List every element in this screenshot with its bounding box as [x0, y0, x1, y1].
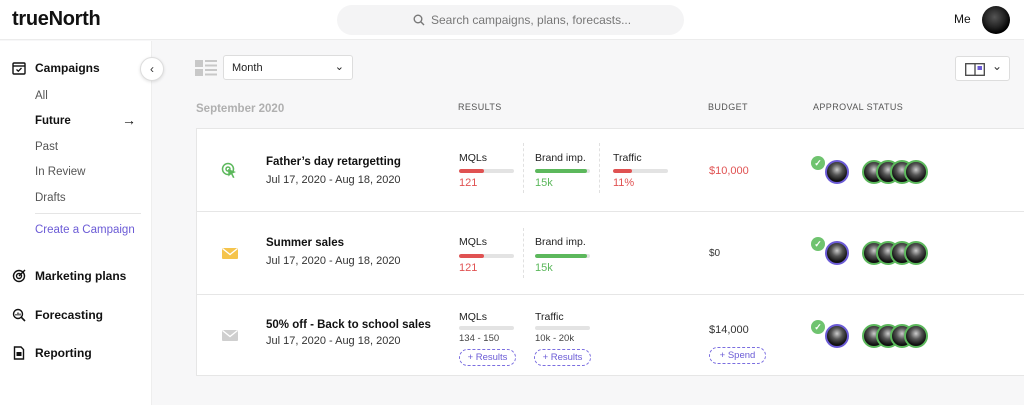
nav-reporting-label: Reporting: [35, 346, 92, 360]
reviewer-avatar[interactable]: [904, 241, 928, 265]
metric-progress-bar: [459, 169, 514, 173]
metric-range: 10k - 20k: [535, 333, 575, 344]
campaign-row[interactable]: 50% off - Back to school sales Jul 17, 2…: [197, 295, 1024, 377]
approver-avatar[interactable]: [825, 160, 849, 184]
campaign-name[interactable]: Summer sales: [266, 237, 344, 249]
calendar-check-icon: [12, 62, 26, 75]
campaign-row[interactable]: Summer sales Jul 17, 2020 - Aug 18, 2020…: [197, 212, 1024, 295]
approver-avatar[interactable]: [825, 324, 849, 348]
budget-value: $10,000: [709, 165, 749, 177]
nav-marketing-plans-label: Marketing plans: [35, 269, 127, 283]
column-view-toggle[interactable]: ⌄: [955, 56, 1010, 81]
campaign-name[interactable]: Father’s day retargetting: [266, 156, 401, 168]
nav-campaigns-label: Campaigns: [35, 61, 100, 75]
metric-progress-bar: [535, 254, 590, 258]
month-heading: September 2020: [196, 103, 285, 115]
search-placeholder: Search campaigns, plans, forecasts...: [431, 13, 632, 27]
budget-value: $14,000: [709, 324, 749, 336]
period-select[interactable]: Month ⌄: [223, 55, 353, 80]
metric-progress-bar: [535, 326, 590, 330]
metric-value: 15k: [535, 177, 553, 189]
reviewer-avatar[interactable]: [904, 160, 928, 184]
nav-reporting[interactable]: Reporting: [12, 346, 92, 360]
budget-header: BUDGET: [708, 102, 748, 112]
approver-avatar[interactable]: [825, 241, 849, 265]
create-campaign-link[interactable]: Create a Campaign: [35, 224, 135, 236]
approval-header: APPROVAL STATUS: [813, 102, 904, 112]
metric-label: MQLs: [459, 236, 488, 248]
nav-forecasting[interactable]: Forecasting: [12, 308, 103, 322]
metric-label: MQLs: [459, 152, 488, 164]
forecast-search-icon: [12, 308, 26, 322]
period-select-value: Month: [232, 62, 263, 74]
checkmark-icon: ✓: [811, 156, 825, 170]
metric-value: 11%: [613, 177, 635, 189]
cursor-click-icon: [221, 162, 236, 178]
chevron-down-icon: ⌄: [334, 61, 344, 73]
metric-progress-bar: [459, 326, 514, 330]
metric-divider: [523, 143, 524, 193]
metric-progress-bar: [535, 169, 590, 173]
metric-label: Brand imp.: [535, 152, 586, 164]
metric-label: MQLs: [459, 311, 488, 323]
nav-marketing-plans[interactable]: Marketing plans: [12, 269, 126, 283]
reviewer-avatar[interactable]: [904, 324, 928, 348]
checkmark-icon: ✓: [811, 237, 825, 251]
search-icon: [413, 14, 425, 26]
nav-campaigns[interactable]: Campaigns: [12, 61, 100, 75]
metric-progress-bar: [459, 254, 514, 258]
metric-divider: [599, 143, 600, 193]
list-view-icon[interactable]: [195, 60, 217, 76]
campaign-table: Father’s day retargetting Jul 17, 2020 -…: [196, 128, 1024, 376]
chevron-down-icon: ⌄: [992, 59, 1003, 73]
envelope-icon: [222, 329, 238, 341]
metric-progress-bar: [613, 169, 668, 173]
chevron-left-icon: ‹: [150, 62, 154, 76]
checkmark-icon: ✓: [811, 320, 825, 334]
metric-value: 15k: [535, 262, 553, 274]
metric-range: 134 - 150: [459, 333, 500, 344]
results-header: RESULTS: [458, 102, 502, 112]
approval-avatars[interactable]: ✓: [811, 156, 931, 187]
approval-avatars[interactable]: ✓: [811, 320, 931, 351]
collapse-sidebar-button[interactable]: ‹: [140, 57, 164, 81]
user-avatar[interactable]: [982, 6, 1010, 34]
nav-forecasting-label: Forecasting: [35, 308, 104, 322]
add-results-button[interactable]: + Results: [534, 349, 591, 366]
metric-label: Brand imp.: [535, 236, 586, 248]
metric-value: 121: [459, 262, 478, 274]
approval-avatars[interactable]: ✓: [811, 237, 931, 268]
sidebar: Campaigns All Future → Past In Review Dr…: [0, 41, 152, 405]
sidebar-item-all[interactable]: All: [35, 90, 48, 102]
envelope-icon: [222, 247, 238, 259]
sidebar-item-drafts[interactable]: Drafts: [35, 192, 66, 204]
columns-icon: [965, 63, 985, 76]
arrow-right-icon: →: [122, 112, 136, 128]
sidebar-item-in-review[interactable]: In Review: [35, 166, 86, 178]
campaign-dates: Jul 17, 2020 - Aug 18, 2020: [266, 174, 401, 186]
add-spend-button[interactable]: + Spend: [709, 347, 766, 364]
app-logo[interactable]: trueNorth: [12, 8, 101, 30]
target-icon: [12, 269, 26, 283]
budget-value: $0: [709, 248, 721, 259]
report-document-icon: [13, 346, 25, 360]
metric-label: Traffic: [535, 311, 564, 323]
campaign-name[interactable]: 50% off - Back to school sales: [266, 319, 431, 331]
search-input[interactable]: Search campaigns, plans, forecasts...: [337, 5, 684, 35]
sidebar-divider: [35, 213, 141, 214]
metric-divider: [523, 228, 524, 278]
user-label[interactable]: Me: [954, 12, 971, 26]
add-results-button[interactable]: + Results: [459, 349, 516, 366]
sidebar-item-future[interactable]: Future: [35, 115, 71, 127]
campaign-dates: Jul 17, 2020 - Aug 18, 2020: [266, 255, 401, 267]
campaign-row[interactable]: Father’s day retargetting Jul 17, 2020 -…: [197, 129, 1024, 212]
metric-value: 121: [459, 177, 478, 189]
sidebar-item-past[interactable]: Past: [35, 141, 59, 153]
top-bar: trueNorth Search campaigns, plans, forec…: [0, 0, 1024, 40]
metric-label: Traffic: [613, 152, 642, 164]
campaign-dates: Jul 17, 2020 - Aug 18, 2020: [266, 335, 401, 347]
